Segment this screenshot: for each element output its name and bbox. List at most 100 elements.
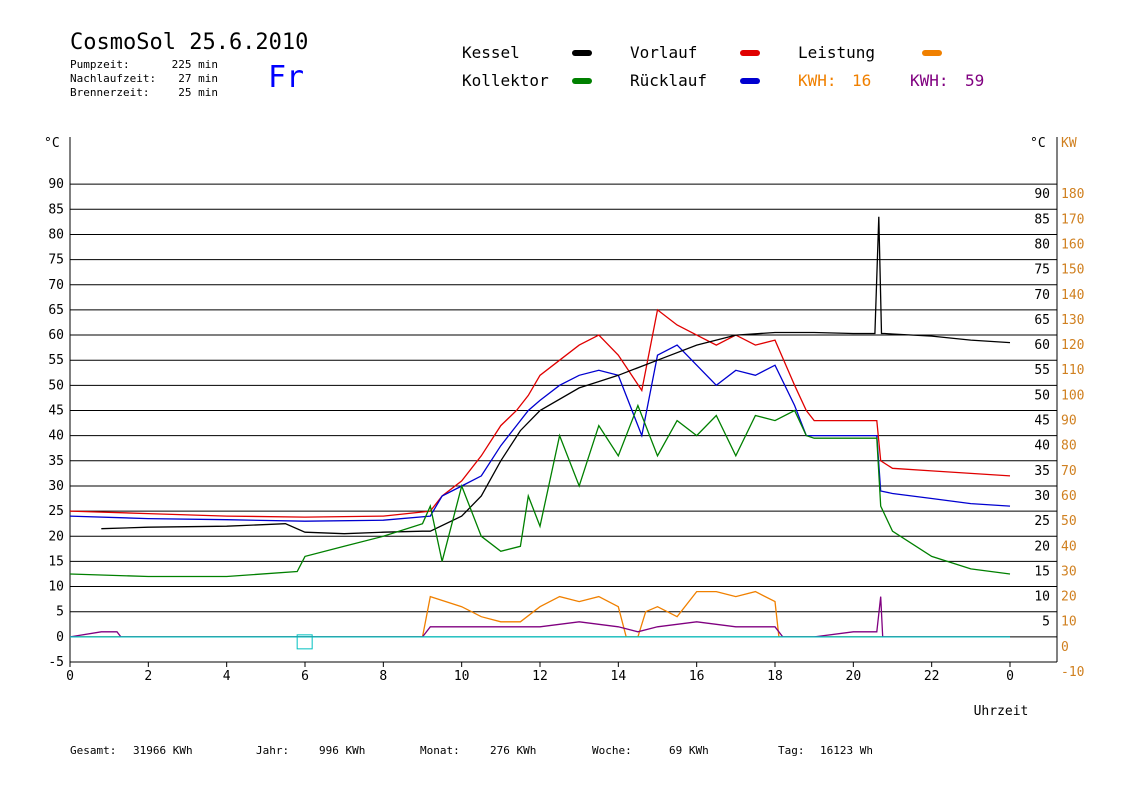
y-right-power-tick-120: 120 xyxy=(1061,338,1084,353)
y-right-temp-tick-35: 35 xyxy=(1034,464,1050,479)
y-right-power-unit: KW xyxy=(1061,136,1077,151)
footer-value-monat: 276 KWh xyxy=(490,744,537,757)
y-left-tick-85: 85 xyxy=(48,202,64,217)
x-tick-0: 0 xyxy=(66,669,74,684)
x-tick-5: 10 xyxy=(454,669,470,684)
y-right-temp-tick-25: 25 xyxy=(1034,514,1050,529)
legend-label-leistung: Leistung xyxy=(798,43,876,62)
y-right-temp-tick-90: 90 xyxy=(1034,187,1050,202)
y-left-tick-10: 10 xyxy=(48,580,64,595)
series-line-vorlauf xyxy=(69,308,1011,518)
y-right-temp-tick-80: 80 xyxy=(1034,237,1050,252)
y-right-power-tick-20: 20 xyxy=(1061,590,1077,605)
footer-label-tag: Tag: xyxy=(778,744,805,757)
x-tick-2: 4 xyxy=(223,669,231,684)
y-left-tick-60: 60 xyxy=(48,328,64,343)
x-tick-10: 20 xyxy=(846,669,862,684)
y-right-temp-tick-70: 70 xyxy=(1034,288,1050,303)
y-right-temp-tick-75: 75 xyxy=(1034,263,1050,278)
y-right-power-tick-30: 30 xyxy=(1061,564,1077,579)
y-left-tick-5: 5 xyxy=(56,605,64,620)
kwh-value-leistung: 16 xyxy=(852,71,872,90)
y-right-power-tick-100: 100 xyxy=(1061,388,1084,403)
x-tick-6: 12 xyxy=(532,669,548,684)
legend-swatch-kollektor xyxy=(572,78,592,84)
chart-title: CosmoSol 25.6.2010 xyxy=(70,30,309,55)
series-line-kessel xyxy=(101,216,1011,535)
y-right-power-tick-140: 140 xyxy=(1061,288,1084,303)
legend-label-vorlauf: Vorlauf xyxy=(630,43,698,62)
kwh-value-tag: 59 xyxy=(965,71,985,90)
y-left-tick-80: 80 xyxy=(48,227,64,242)
x-tick-1: 2 xyxy=(144,669,152,684)
kwh-label-leistung: KWH: xyxy=(798,71,837,90)
y-right-temp-tick-20: 20 xyxy=(1034,539,1050,554)
legend-label-kessel: Kessel xyxy=(462,43,520,62)
legend-label-kollektor: Kollektor xyxy=(462,71,549,90)
y-right-power-tick--10: -10 xyxy=(1061,665,1084,680)
x-tick-4: 8 xyxy=(379,669,387,684)
y-right-power-tick-150: 150 xyxy=(1061,263,1084,278)
y-right-power-tick-110: 110 xyxy=(1061,363,1084,378)
y-left-tick-75: 75 xyxy=(48,253,64,268)
x-axis-label: Uhrzeit xyxy=(974,704,1029,719)
legend-swatch-leistung xyxy=(922,50,942,56)
x-tick-11: 22 xyxy=(924,669,940,684)
footer-label-jahr: Jahr: xyxy=(256,744,290,757)
y-right-temp-tick-10: 10 xyxy=(1034,590,1050,605)
y-right-temp-tick-40: 40 xyxy=(1034,439,1050,454)
pump-marker xyxy=(296,634,313,650)
weekday-label: Fr xyxy=(268,60,305,95)
x-tick-7: 14 xyxy=(611,669,627,684)
x-tick-8: 16 xyxy=(689,669,705,684)
footer-label-gesamt: Gesamt: xyxy=(70,744,117,757)
footer-label-monat: Monat: xyxy=(420,744,460,757)
y-left-tick-45: 45 xyxy=(48,404,64,419)
y-left-tick-55: 55 xyxy=(48,353,64,368)
y-right-temp-tick-65: 65 xyxy=(1034,313,1050,328)
info-label-brennerzeit: Brennerzeit: xyxy=(70,86,150,99)
y-right-temp-tick-30: 30 xyxy=(1034,489,1050,504)
legend-swatch-vorlauf xyxy=(740,50,760,56)
y-right-power-tick-80: 80 xyxy=(1061,439,1077,454)
y-right-power-tick-10: 10 xyxy=(1061,615,1077,630)
legend-label-ruecklauf: Rücklauf xyxy=(630,71,708,90)
y-left-tick-15: 15 xyxy=(48,554,64,569)
y-left-tick-90: 90 xyxy=(48,177,64,192)
series-line-kollektor xyxy=(69,403,1011,578)
footer-label-woche: Woche: xyxy=(592,744,632,757)
y-right-temp-tick-85: 85 xyxy=(1034,212,1050,227)
y-left-tick-0: 0 xyxy=(56,630,64,645)
y-right-temp-unit: °C xyxy=(1030,136,1046,151)
y-left-tick-20: 20 xyxy=(48,529,64,544)
y-left-tick-30: 30 xyxy=(48,479,64,494)
y-right-power-tick-180: 180 xyxy=(1061,187,1084,202)
y-right-power-tick-50: 50 xyxy=(1061,514,1077,529)
y-right-power-tick-60: 60 xyxy=(1061,489,1077,504)
info-label-pumpzeit: Pumpzeit: xyxy=(70,58,130,71)
footer-value-woche: 69 KWh xyxy=(669,744,709,757)
y-right-temp-tick-55: 55 xyxy=(1034,363,1050,378)
y-right-temp-tick-60: 60 xyxy=(1034,338,1050,353)
y-right-power-tick-90: 90 xyxy=(1061,414,1077,429)
y-right-power-tick-170: 170 xyxy=(1061,212,1084,227)
y-right-temp-tick-5: 5 xyxy=(1042,615,1050,630)
series-line-rücklauf xyxy=(69,344,1011,522)
y-left-tick-70: 70 xyxy=(48,278,64,293)
y-right-power-tick-40: 40 xyxy=(1061,539,1077,554)
x-tick-12: 0 xyxy=(1006,669,1014,684)
footer-value-gesamt: 31966 KWh xyxy=(133,744,193,757)
info-value-pumpzeit: 225 min xyxy=(171,58,218,71)
series-line-leistung xyxy=(70,590,1010,638)
y-right-temp-tick-15: 15 xyxy=(1034,564,1050,579)
y-left-tick--5: -5 xyxy=(48,655,64,670)
x-tick-3: 6 xyxy=(301,669,309,684)
series-line-kwh-tag xyxy=(69,596,1010,638)
y-right-temp-tick-50: 50 xyxy=(1034,388,1050,403)
x-tick-9: 18 xyxy=(767,669,783,684)
y-right-power-tick-160: 160 xyxy=(1061,237,1084,252)
y-left-tick-50: 50 xyxy=(48,378,64,393)
y-right-power-tick-70: 70 xyxy=(1061,464,1077,479)
y-right-power-tick-130: 130 xyxy=(1061,313,1084,328)
y-left-tick-35: 35 xyxy=(48,454,64,469)
